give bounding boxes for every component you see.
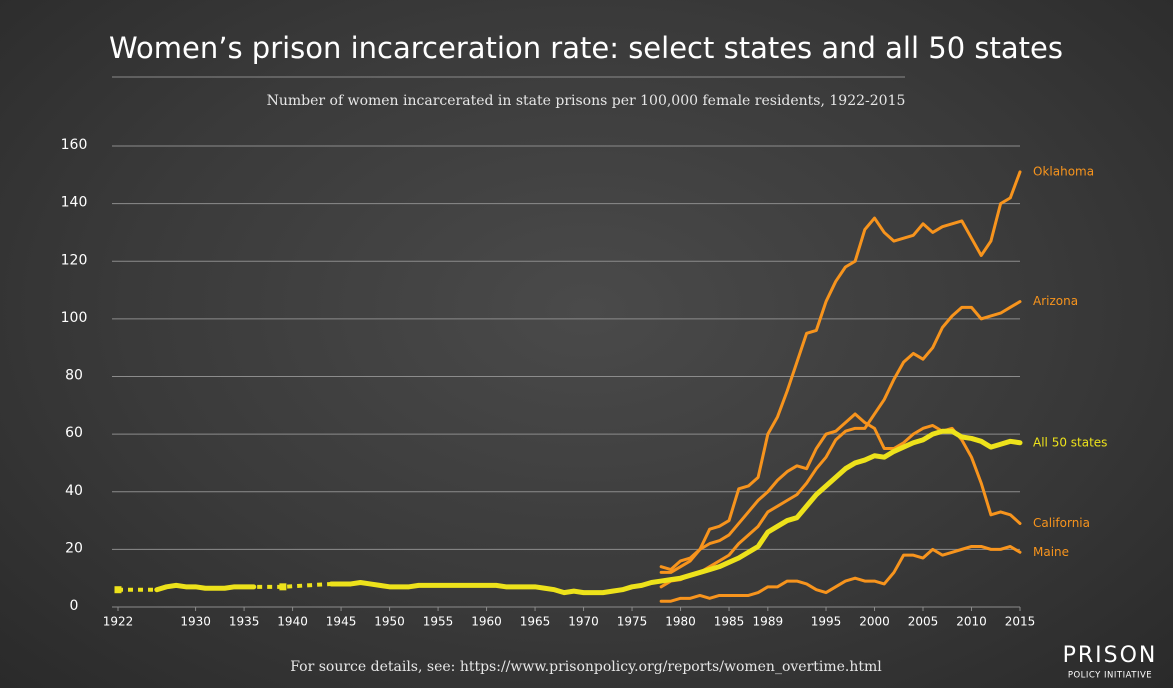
x-tick-label: 1935	[229, 615, 260, 629]
point-marker	[279, 583, 287, 591]
y-tick-label: 0	[70, 598, 79, 614]
series-label: Maine	[1033, 545, 1069, 559]
y-tick-label: 160	[61, 137, 88, 153]
x-tick-label: 1940	[277, 615, 308, 629]
x-tick-label: 2005	[908, 615, 939, 629]
x-tick-label: 2010	[956, 615, 987, 629]
x-tick-label: 1985	[714, 615, 745, 629]
y-tick-label: 60	[65, 425, 83, 441]
x-tick-label: 1989	[753, 615, 784, 629]
y-tick-label: 100	[61, 310, 88, 326]
series-label: Oklahoma	[1033, 164, 1094, 178]
chart-title: Women’s prison incarceration rate: selec…	[109, 31, 1063, 65]
gap-connector	[660, 300, 1021, 588]
series-label: All 50 states	[1033, 435, 1107, 449]
x-tick-label: 1960	[471, 615, 502, 629]
x-tick-label: 1965	[520, 615, 551, 629]
y-tick-label: 40	[65, 483, 83, 499]
x-tick-label: 1970	[568, 615, 599, 629]
y-tick-label: 20	[65, 540, 83, 556]
y-tick-label: 120	[61, 252, 88, 268]
x-tick-label: 1975	[617, 615, 648, 629]
point-marker	[114, 586, 122, 594]
x-tick-label: 1945	[326, 615, 357, 629]
logo-name: PRISON	[1063, 643, 1158, 668]
y-tick-label: 80	[65, 368, 83, 384]
series-line	[659, 300, 1022, 589]
series-label: California	[1033, 516, 1090, 530]
x-tick-label: 2000	[859, 615, 890, 629]
series-line	[659, 170, 1022, 572]
x-tick-label: 1930	[180, 615, 211, 629]
x-tick-label: 1955	[423, 615, 454, 629]
x-tick-label: 1922	[103, 615, 134, 629]
plot-area: 0 20 40 60 80 100 120 140 160 1922 1930 1935 1940 194…	[61, 137, 1108, 629]
chart-subtitle: Number of women incarcerated in state pr…	[267, 93, 906, 109]
logo-tagline: POLICY INITIATIVE	[1068, 671, 1152, 681]
series-line	[659, 544, 1022, 603]
series-label: Arizona	[1033, 294, 1078, 308]
x-tick-label: 1950	[374, 615, 405, 629]
y-tick-label: 140	[61, 195, 88, 211]
source-note: For source details, see: https://www.pri…	[290, 659, 882, 675]
x-tick-label: 1980	[665, 615, 696, 629]
series-line	[154, 428, 1023, 596]
x-tick-label: 2015	[1005, 615, 1036, 629]
gap-connector	[661, 545, 1021, 603]
x-tick-label: 1995	[811, 615, 842, 629]
